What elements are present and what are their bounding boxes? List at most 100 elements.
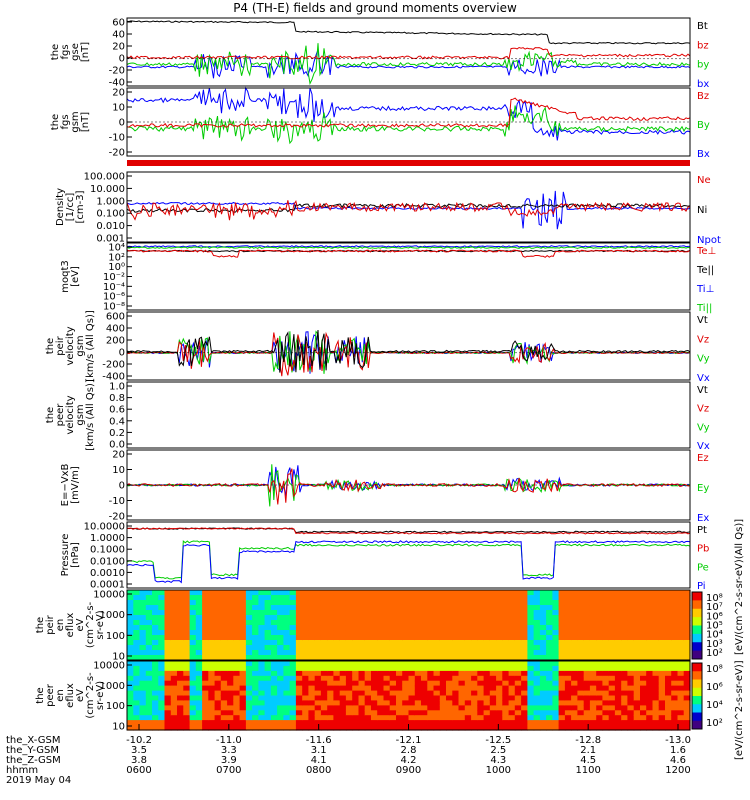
xaxis-value-0-3: -12.1	[396, 735, 422, 746]
trace-gsm-bz	[126, 97, 691, 128]
ylabel-line-4-0: the	[45, 338, 56, 354]
ylabel-line-8-5: (cm^2-s-	[85, 601, 96, 648]
xaxis-value-1-0: 3.5	[131, 745, 147, 756]
colorbar-ion-tick-5: 10³	[706, 639, 723, 650]
ylabel-line-3-1: [eV]	[70, 266, 81, 287]
colorbar-electron-tick-3: 10²	[706, 718, 723, 729]
ytick-label-5-0: 1.0	[109, 382, 125, 393]
ylabel-line-5-2: velocity	[65, 395, 76, 434]
legend-4-2: Vy	[697, 354, 710, 365]
ytick-label-4-0: 600	[106, 312, 125, 323]
ytick-label-0-2: 20	[112, 42, 125, 53]
ylabel-line-5-4: [km/s (All Qs)]	[85, 379, 96, 451]
ytick-label-8-2: 100	[106, 631, 125, 642]
ytick-label-2-2: 1.000	[96, 196, 125, 207]
xaxis-value-3-5: 1100	[575, 765, 600, 776]
ytick-label-0-3: 0	[119, 54, 125, 65]
xaxis-value-1-2: 3.1	[311, 745, 327, 756]
colorbar-ion-tick-4: 10⁴	[706, 630, 723, 641]
ylabel-line-1-3: [nT]	[80, 112, 91, 132]
ylabel-7: Pressure [nPa]	[60, 534, 81, 577]
ytick-label-8-3: 10	[112, 652, 125, 663]
legend-5-2: Vy	[697, 422, 710, 433]
xaxis-value-3-4: 1000	[486, 765, 511, 776]
ylabel-line-0-0: the	[50, 44, 61, 60]
xaxis-value-2-5: 4.5	[580, 755, 596, 766]
ylabel-line-6-0: E=−VxB	[60, 464, 71, 507]
colorbar-ion-tick-3: 10⁵	[706, 621, 723, 632]
trace-gsm-by	[126, 105, 690, 145]
ytick-label-8-0: 10000	[93, 590, 125, 601]
legend-4-0: Vt	[697, 315, 708, 326]
ytick-label-4-5: -400	[102, 372, 125, 383]
ylabel-line-5-1: peer	[55, 403, 66, 427]
trace-ti-perp	[126, 245, 690, 248]
xaxis-value-3-0: 0600	[126, 765, 151, 776]
ylabel-line-1-1: fgs	[60, 114, 71, 129]
ylabel-line-4-4: [km/s (All Qs)]	[85, 310, 96, 382]
ytick-label-2-0: 100.000	[84, 172, 125, 183]
xaxis-value-1-4: 2.5	[490, 745, 506, 756]
xaxis-row-label-0: the_X-GSM	[6, 735, 60, 746]
colorbar-electron-label-text: [eV/(cm^2-s-sr-eV)]	[734, 660, 745, 760]
xaxis-value-1-3: 2.8	[401, 745, 417, 756]
ylabel-6: E=−VxB [mV/m]	[60, 464, 81, 507]
xaxis-value-2-2: 4.1	[311, 755, 327, 766]
ytick-label-6-0: 20	[112, 450, 125, 461]
panel-frame-7	[126, 521, 691, 589]
ytick-label-6-2: 0	[119, 481, 125, 492]
ylabel-line-0-3: [nT]	[80, 42, 91, 62]
trace-pi	[126, 540, 691, 584]
ytick-label-3-0: 10⁴	[108, 243, 125, 254]
ylabel-line-4-2: velocity	[65, 326, 76, 365]
xaxis-value-3-2: 0800	[306, 765, 331, 776]
ylabel-line-8-3: eflux	[65, 613, 76, 638]
legend-4-1: Vz	[697, 334, 709, 345]
trace-ex	[126, 465, 691, 496]
ytick-label-0-5: -40	[109, 78, 125, 89]
ylabel-line-0-2: gse	[70, 43, 81, 61]
ytick-label-4-4: -200	[102, 360, 125, 371]
legend-3-2: Ti⊥	[696, 284, 714, 295]
ytick-label-1-1: 10	[112, 103, 125, 114]
legend-2-0: Ne	[697, 175, 711, 186]
ylabel-line-1-0: the	[50, 114, 61, 130]
colorbar-ion-label: [eV/(cm^2-s-sr-eV)(All Qs)]	[734, 519, 745, 655]
trace-pb	[126, 527, 691, 535]
ylabel-line-8-4: eV	[75, 618, 86, 631]
ylabel-line-6-1: [mV/m]	[70, 466, 81, 504]
ytick-label-0-1: 40	[112, 30, 125, 41]
ytick-label-6-3: -10	[109, 496, 125, 507]
ylabel-line-8-1: peir	[45, 614, 56, 634]
ylabel-line-5-0: the	[45, 407, 56, 423]
ylabel-line-2-0: Density	[55, 188, 66, 226]
panel-frame-0	[126, 17, 691, 87]
panel-frame-3	[126, 242, 691, 311]
ylabel-3: moqt3 [eV]	[60, 260, 81, 293]
trace-ti-par	[126, 246, 691, 249]
legend-5-3: Vx	[697, 441, 710, 452]
xaxis-value-0-1: -11.0	[216, 735, 242, 746]
figure-title: P4 (TH-E) fields and ground moments over…	[233, 1, 517, 15]
legend-0-0: Bt	[697, 21, 708, 32]
ylabel-line-1-2: gsm	[70, 111, 81, 132]
ytick-label-0-4: -20	[109, 66, 125, 77]
legend-2-2: Npot	[697, 235, 721, 246]
trace-te-perp	[126, 249, 691, 258]
ytick-label-7-4: 0.0010	[90, 568, 125, 579]
ytick-label-4-1: 400	[106, 324, 125, 335]
legend-3-3: Ti||	[696, 303, 712, 314]
ytick-label-3-5: 10⁻⁶	[103, 292, 125, 303]
ylabel-line-8-2: en	[55, 619, 66, 632]
ylabel-line-8-6: sr-eV)	[95, 610, 106, 639]
ytick-label-8-1: 1000	[100, 610, 125, 621]
trace-ez	[126, 468, 691, 505]
legend-7-2: Pe	[697, 562, 709, 573]
trace-gsm-bx	[126, 86, 691, 141]
colorbar-ion-tick-6: 10²	[706, 648, 723, 659]
ytick-label-3-3: 10⁻²	[103, 272, 125, 283]
ytick-label-3-1: 10²	[108, 252, 125, 263]
ylabel-line-9-5: (cm^2-s-	[85, 672, 96, 719]
ytick-label-5-5: 0.0	[109, 440, 125, 451]
